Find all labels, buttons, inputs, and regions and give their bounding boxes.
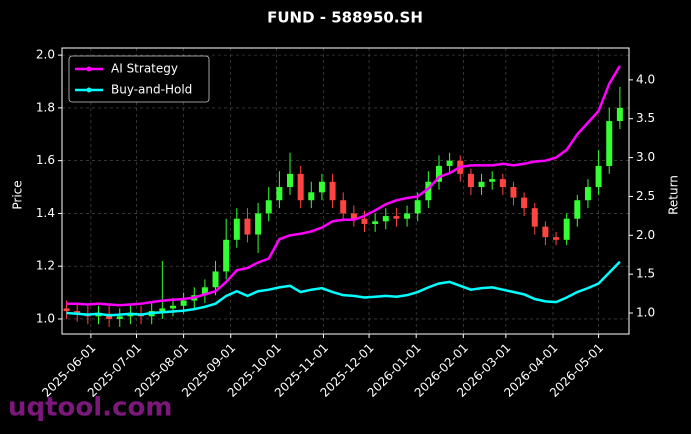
candle-body xyxy=(574,200,581,219)
candle-body xyxy=(318,181,325,193)
legend-label: Buy-and-Hold xyxy=(111,83,192,97)
y2-tick-label: 2.5 xyxy=(636,189,655,203)
candle-body xyxy=(542,226,549,238)
candle-body xyxy=(435,165,442,182)
candle-body xyxy=(63,308,70,312)
candle-body xyxy=(563,218,570,240)
y2-tick-label: 3.5 xyxy=(636,111,655,125)
candle-body xyxy=(223,239,230,272)
y-tick-label: 1.6 xyxy=(36,153,55,167)
candle-body xyxy=(116,316,123,319)
y-tick-label: 1.4 xyxy=(36,206,55,220)
candle-body xyxy=(584,187,591,201)
candle-body xyxy=(276,187,283,201)
candle-body xyxy=(350,213,357,219)
y-tick-label: 1.8 xyxy=(36,100,55,114)
series-line xyxy=(66,65,621,307)
candle-body xyxy=(180,300,187,306)
candle-body xyxy=(297,173,304,201)
candle-body xyxy=(521,197,528,209)
y2-tick-label: 2.0 xyxy=(636,228,655,242)
candle-body xyxy=(382,216,389,222)
y-tick-label: 1.0 xyxy=(36,311,55,325)
series-line xyxy=(66,260,621,317)
candle-body xyxy=(606,121,613,166)
candle-body xyxy=(553,237,560,240)
watermark: uqtool.com xyxy=(8,393,172,423)
chart-title: FUND - 588950.SH xyxy=(267,9,423,27)
legend-marker xyxy=(86,66,92,72)
candle-body xyxy=(489,179,496,182)
y-tick-label: 2.0 xyxy=(36,48,55,62)
candle-body xyxy=(446,160,453,166)
candle-body xyxy=(265,200,272,214)
legend-label: AI Strategy xyxy=(111,62,178,76)
legend-box xyxy=(68,55,210,103)
y-axis-label: Price xyxy=(11,180,25,209)
candle-body xyxy=(340,200,347,214)
legend-marker xyxy=(86,87,92,93)
candle-body xyxy=(467,173,474,188)
candle-body xyxy=(531,208,538,227)
y2-tick-label: 4.0 xyxy=(636,72,655,86)
y2-tick-label: 1.5 xyxy=(636,267,655,281)
candle-body xyxy=(393,216,400,219)
candle-body xyxy=(478,181,485,188)
candle-body xyxy=(372,221,379,224)
candle-body xyxy=(308,192,315,201)
candle-body xyxy=(414,200,421,214)
candle-body xyxy=(510,187,517,198)
plot-frame xyxy=(61,47,630,335)
candle-body xyxy=(595,165,602,188)
candle-body xyxy=(425,181,432,201)
candle-body xyxy=(499,179,506,188)
candle-body xyxy=(255,213,262,235)
candle-body xyxy=(201,287,208,296)
candle-body xyxy=(361,218,368,224)
candle-body xyxy=(169,305,176,309)
y2-axis-label: Return xyxy=(667,175,681,215)
candle-body xyxy=(159,308,166,312)
y2-tick-label: 1.0 xyxy=(636,306,655,320)
candle-body xyxy=(287,173,294,188)
candle-body xyxy=(74,311,81,314)
y2-tick-label: 3.0 xyxy=(636,150,655,164)
candle-body xyxy=(244,218,251,235)
candle-body xyxy=(329,181,336,201)
candle-body xyxy=(404,213,411,219)
y-tick-label: 1.2 xyxy=(36,259,55,273)
candle-body xyxy=(233,218,240,240)
candle-body xyxy=(616,107,623,122)
candle-body xyxy=(212,271,219,288)
